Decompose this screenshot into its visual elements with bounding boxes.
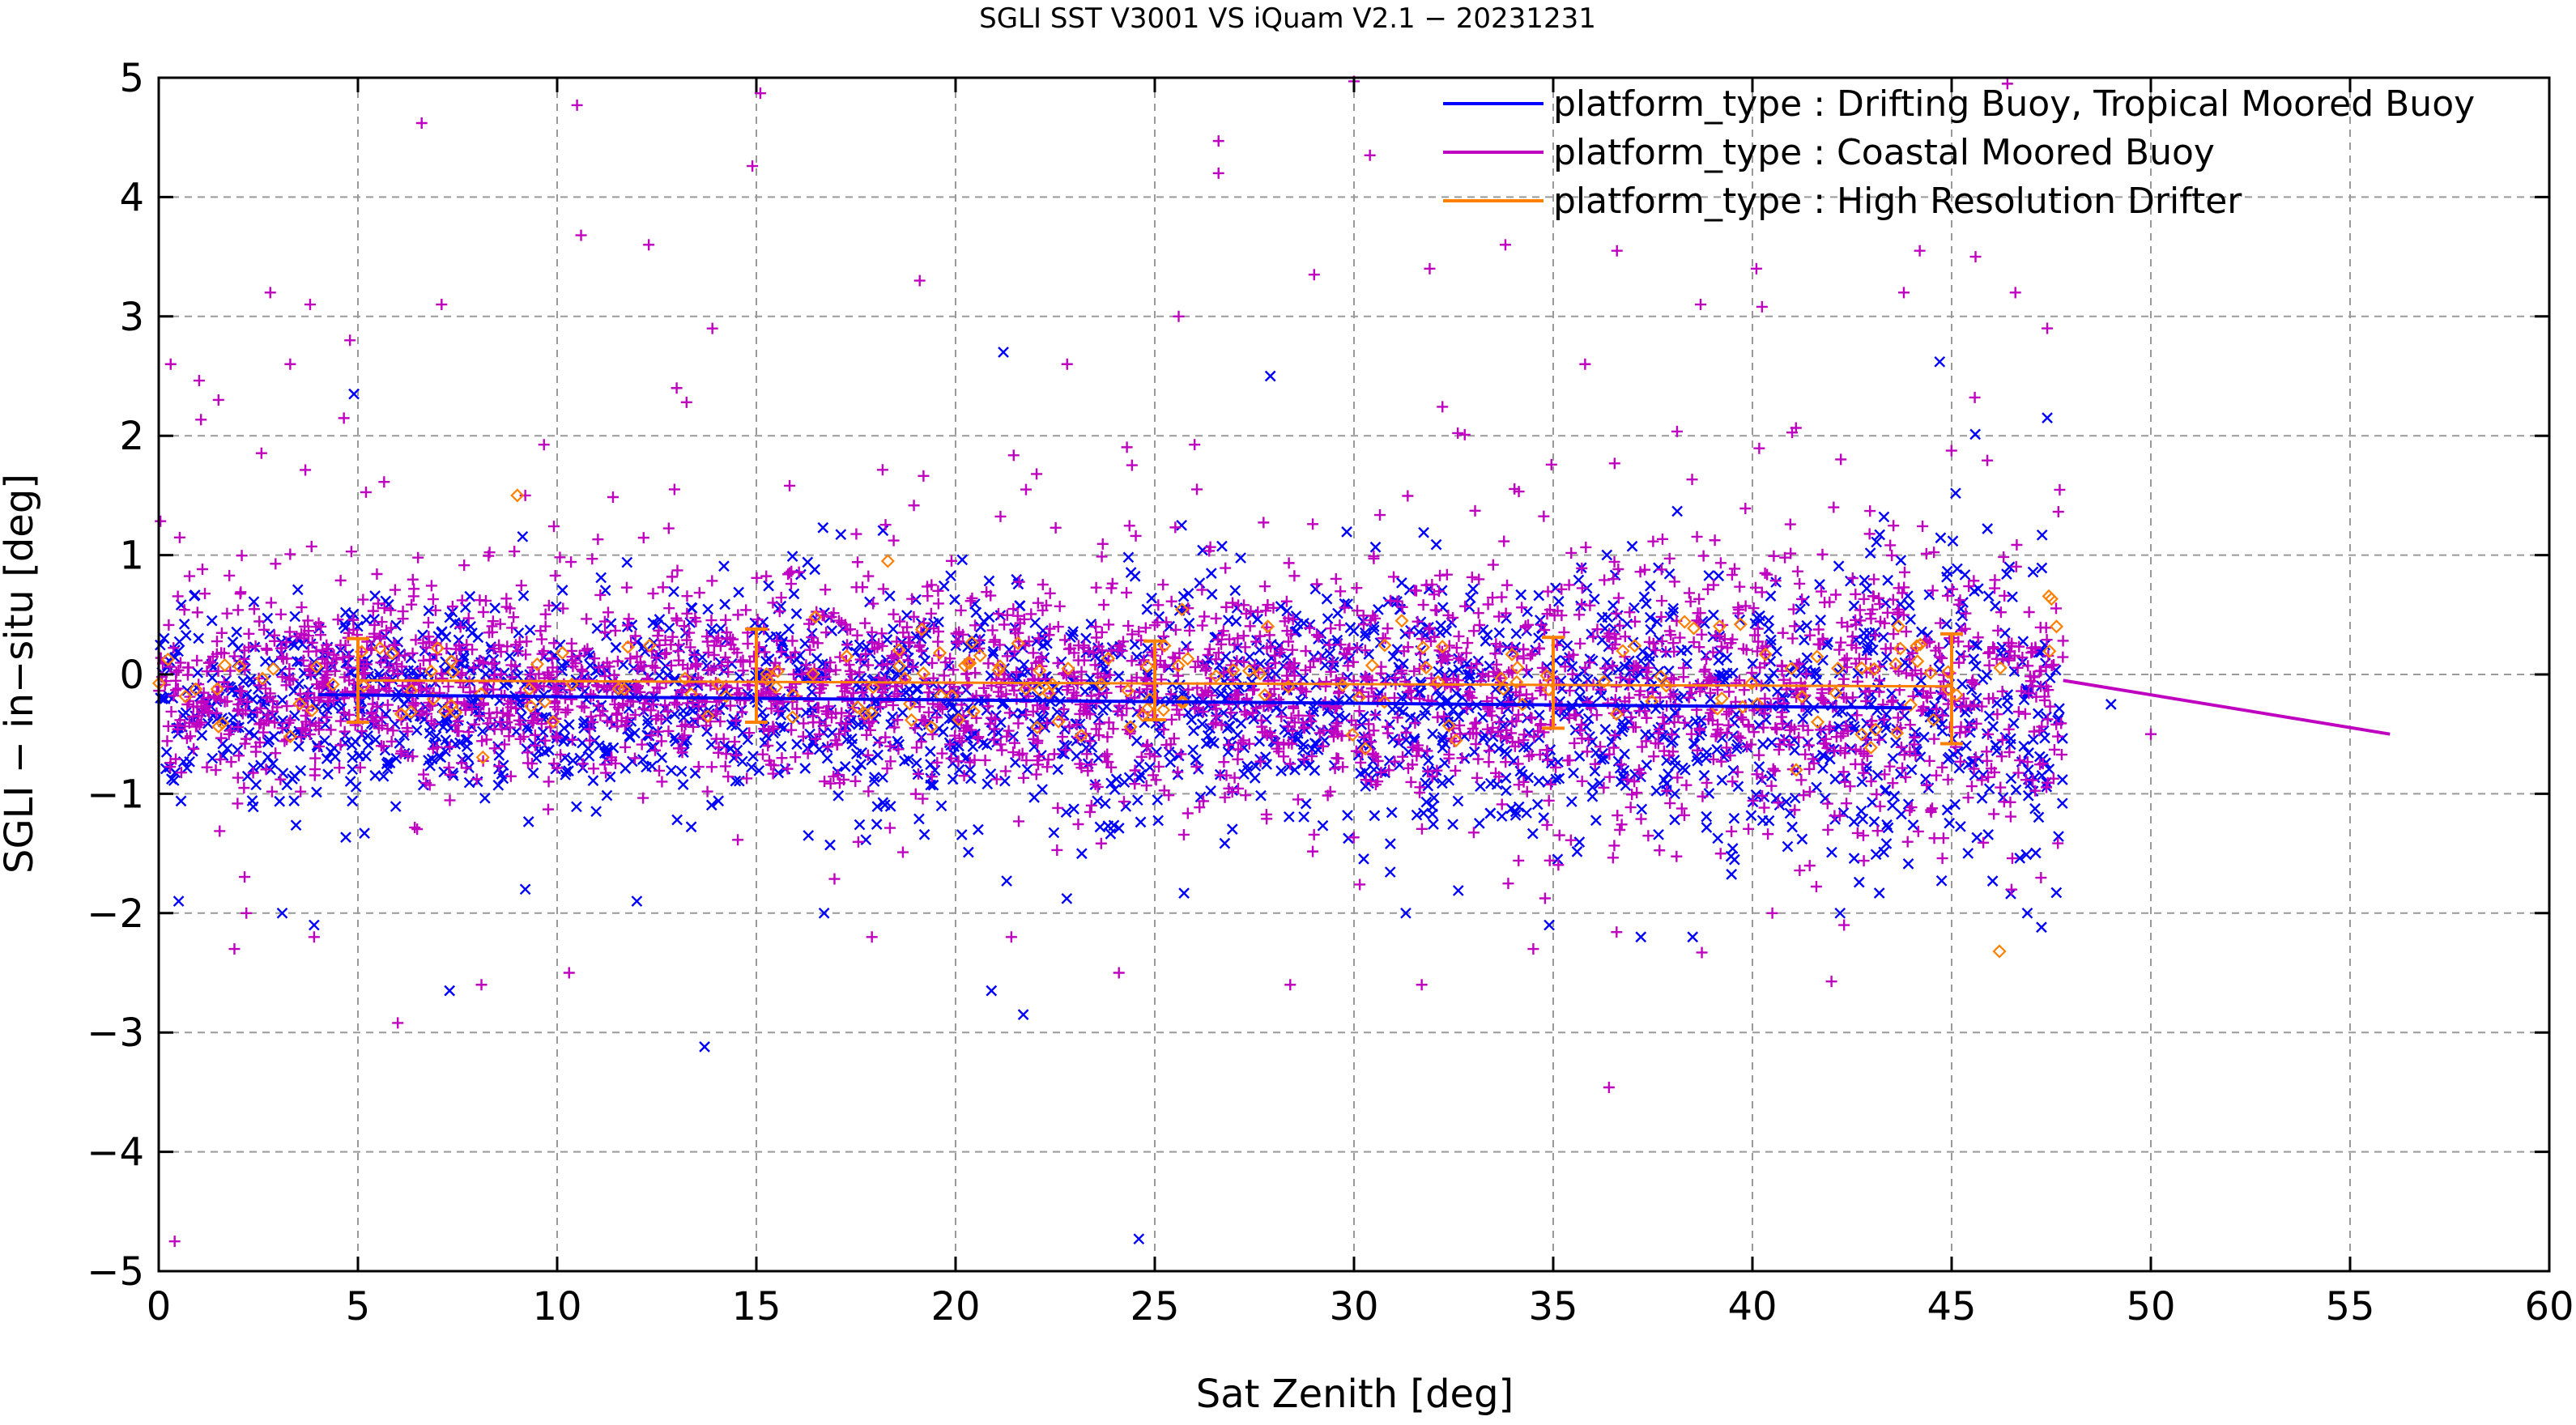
chart-container: 051015202530354045505560−5−4−3−2−1012345… — [0, 0, 2576, 1422]
scatter-chart: 051015202530354045505560−5−4−3−2−1012345… — [0, 0, 2576, 1422]
